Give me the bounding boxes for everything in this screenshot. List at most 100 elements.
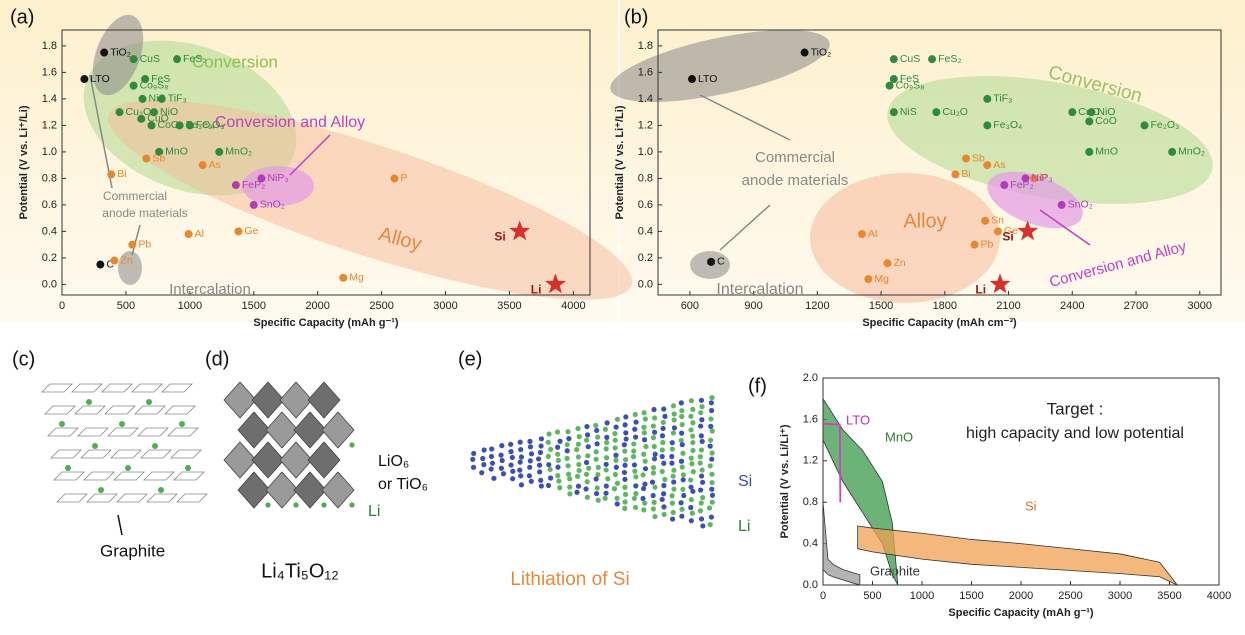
y-tick-label: 1.0: [638, 146, 653, 158]
lithiated-atom: [653, 452, 658, 457]
lithiated-atom: [613, 453, 618, 458]
lithiated-atom: [566, 472, 571, 477]
point-label: NiS: [149, 93, 166, 105]
lithiated-atom: [604, 483, 609, 488]
lithiated-atom: [670, 440, 675, 445]
octahedron: [322, 412, 354, 448]
y-tick-label: 0.0: [42, 278, 57, 290]
lithiated-atom: [662, 477, 667, 482]
panel-label: (f): [748, 375, 767, 397]
x-tick-label: 1200: [805, 300, 829, 312]
lithiated-atom: [555, 452, 560, 457]
y-tick-label: 0.8: [803, 496, 818, 508]
lithiated-atom: [643, 444, 648, 449]
lithiated-atom: [698, 508, 703, 513]
point: [390, 174, 398, 182]
x-tick-label: 2700: [1124, 300, 1148, 312]
graphene-sheet: [165, 406, 195, 414]
graphene-sheet: [132, 384, 162, 392]
lithiated-atom: [680, 442, 685, 447]
octahedron: [238, 472, 270, 508]
si-atom: [490, 461, 495, 466]
lithiated-atom: [680, 422, 685, 427]
lithiated-atom: [577, 468, 582, 473]
lithiated-atom: [681, 472, 686, 477]
graphene-sheet: [114, 472, 144, 480]
graphene-sheet: [108, 428, 138, 436]
lithiated-atom: [555, 429, 560, 434]
si-atom: [527, 473, 532, 478]
graphene-sheet: [174, 472, 204, 480]
point-label: LTO: [698, 73, 717, 85]
lithiated-atom: [603, 491, 608, 496]
si-atom: [508, 442, 513, 447]
lithiated-atom: [699, 433, 704, 438]
lithiated-atom: [614, 465, 619, 470]
point-label: Fe₃O₄: [993, 119, 1022, 131]
lithiated-atom: [567, 491, 572, 496]
point: [185, 230, 193, 238]
point: [110, 257, 118, 265]
y-tick-label: 0.6: [638, 199, 653, 211]
lithiated-atom: [680, 487, 685, 492]
point-label: Pb: [138, 238, 151, 250]
lithiated-atom: [586, 466, 591, 471]
lithiated-atom: [595, 435, 600, 440]
lithiated-atom: [613, 458, 618, 463]
point: [886, 82, 894, 90]
point: [130, 82, 138, 90]
point: [1000, 181, 1008, 189]
octahedron: [238, 412, 270, 448]
lithiated-atom: [708, 416, 713, 421]
lithiated-atom: [643, 416, 648, 421]
point-label: NiP₃: [1032, 172, 1053, 184]
lithiated-atom: [622, 506, 627, 511]
lithiated-atom: [575, 426, 580, 431]
lithiated-atom: [556, 458, 561, 463]
point-label: Al: [868, 228, 877, 240]
graphene-sheet: [117, 494, 147, 502]
graphene-sheet: [87, 494, 117, 502]
graphene-sheet: [72, 384, 102, 392]
point: [1068, 108, 1076, 116]
lithiated-atom: [671, 510, 676, 515]
point: [100, 49, 108, 57]
illustrations: (c)(d)(e)GraphiteLiO₆or TiO₆LiLi₄Ti₅O₁₂S…: [12, 348, 752, 590]
lithiated-atom: [689, 398, 694, 403]
si-atom: [518, 460, 523, 465]
lithiated-atom: [633, 491, 638, 496]
lithiated-atom: [709, 472, 714, 477]
si-atom: [519, 454, 524, 459]
lithiated-atom: [661, 461, 666, 466]
point: [232, 181, 240, 189]
lithiated-atom: [699, 398, 704, 403]
annotation: Intercalation: [169, 281, 251, 298]
x-tick-label: 3000: [433, 300, 457, 312]
x-axis-title: Specific Capacity (mAh g⁻¹): [948, 607, 1094, 619]
lithiated-atom: [584, 472, 589, 477]
octahedron: [308, 382, 340, 418]
si-atom: [539, 483, 544, 488]
lithiated-atom: [595, 485, 600, 490]
point: [971, 241, 979, 249]
lithiated-atom: [594, 476, 599, 481]
lithiated-atom: [584, 424, 589, 429]
li-atom: [86, 399, 92, 405]
lithiated-atom: [688, 427, 693, 432]
point-label: Sn: [991, 215, 1004, 227]
point-label: Co₉S₈: [896, 79, 925, 91]
lithiated-atom: [585, 432, 590, 437]
lithiated-atom: [661, 483, 666, 488]
point: [864, 275, 872, 283]
lithiated-atom: [575, 474, 580, 479]
lithiated-atom: [689, 497, 694, 502]
panel-label: (a): [10, 6, 34, 28]
lithiated-atom: [604, 440, 609, 445]
lithiated-atom: [632, 427, 637, 432]
si-atom: [528, 444, 533, 449]
lithiated-atom: [709, 457, 714, 462]
graphene-sheet: [141, 450, 171, 458]
annotation: Intercalation: [716, 281, 803, 298]
lithiated-atom: [651, 423, 656, 428]
point: [186, 121, 194, 129]
